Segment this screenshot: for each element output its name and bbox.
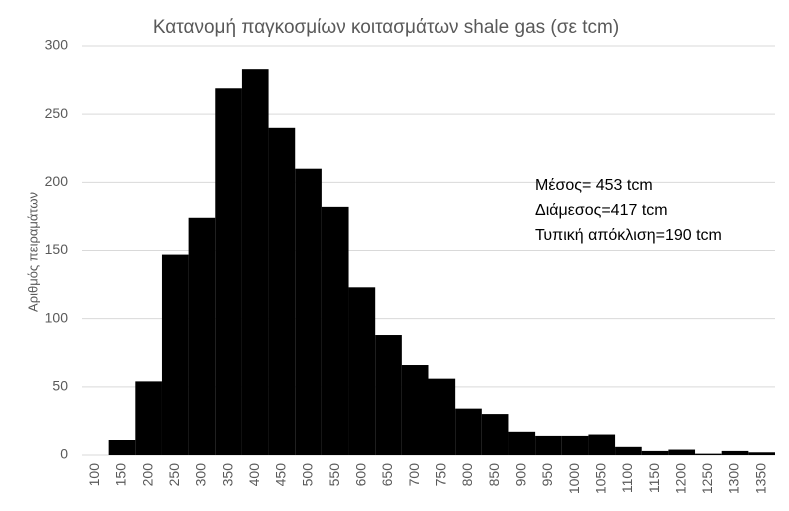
bar xyxy=(135,381,162,455)
y-tick-label: 150 xyxy=(45,241,69,257)
bar xyxy=(108,440,136,455)
bar xyxy=(161,254,189,455)
x-tick-label: 950 xyxy=(539,463,555,487)
bar xyxy=(508,431,536,455)
x-tick-label: 300 xyxy=(193,463,209,487)
x-tick-label: 500 xyxy=(299,463,315,487)
x-tick-label: 600 xyxy=(353,463,369,487)
x-tick-label: 1000 xyxy=(566,463,582,494)
bar xyxy=(321,206,349,455)
bar xyxy=(561,435,589,455)
bar xyxy=(455,408,482,455)
annotation: Τυπική απόκλιση=190 tcm xyxy=(535,227,722,244)
x-tick-label: 650 xyxy=(379,463,395,487)
annotation: Μέσος= 453 tcm xyxy=(535,177,653,194)
x-tick-label: 1200 xyxy=(672,463,688,494)
x-tick-label: 1150 xyxy=(646,463,662,493)
bar xyxy=(721,450,749,455)
y-tick-label: 100 xyxy=(45,309,69,325)
x-tick-label: 1050 xyxy=(592,463,608,494)
bar xyxy=(481,414,509,455)
bar xyxy=(428,378,456,455)
bar xyxy=(588,434,616,455)
x-tick-label: 850 xyxy=(486,463,502,487)
x-tick-label: 200 xyxy=(139,463,155,487)
y-tick-label: 50 xyxy=(52,378,68,394)
x-tick-label: 250 xyxy=(166,463,182,487)
x-tick-label: 750 xyxy=(433,463,449,487)
bar xyxy=(615,446,642,455)
bar xyxy=(401,365,429,455)
x-tick-label: 1350 xyxy=(752,463,768,494)
y-tick-label: 0 xyxy=(60,446,68,462)
bar xyxy=(748,452,775,455)
chart-title: Κατανομή παγκοσμίων κοιτασμάτων shale ga… xyxy=(153,17,619,38)
x-tick-label: 1250 xyxy=(699,463,715,494)
bar xyxy=(641,450,669,455)
bar xyxy=(295,168,322,455)
x-tick-label: 1100 xyxy=(619,463,635,493)
x-tick-label: 400 xyxy=(246,463,262,487)
x-tick-label: 900 xyxy=(512,463,528,487)
x-tick-label: 150 xyxy=(113,463,129,487)
bar xyxy=(535,435,562,455)
annotation: Διάμεσος=417 tcm xyxy=(535,202,668,219)
bar xyxy=(188,217,216,455)
x-tick-label: 550 xyxy=(326,463,342,487)
y-tick-label: 250 xyxy=(45,105,69,121)
x-tick-label: 350 xyxy=(219,463,235,487)
bar xyxy=(375,335,402,455)
x-tick-label: 100 xyxy=(86,463,102,487)
bar xyxy=(241,69,269,455)
bar xyxy=(348,287,376,455)
bar xyxy=(215,88,242,455)
y-tick-label: 200 xyxy=(45,173,69,189)
x-tick-label: 1300 xyxy=(726,463,742,494)
bar xyxy=(268,127,296,456)
x-tick-label: 450 xyxy=(273,463,289,487)
x-tick-label: 700 xyxy=(406,463,422,487)
bar xyxy=(668,449,696,455)
bar xyxy=(695,453,722,455)
y-tick-label: 300 xyxy=(45,37,69,53)
x-tick-label: 800 xyxy=(459,463,475,487)
y-axis-label: Αριθμός πειραμάτων xyxy=(25,192,40,312)
